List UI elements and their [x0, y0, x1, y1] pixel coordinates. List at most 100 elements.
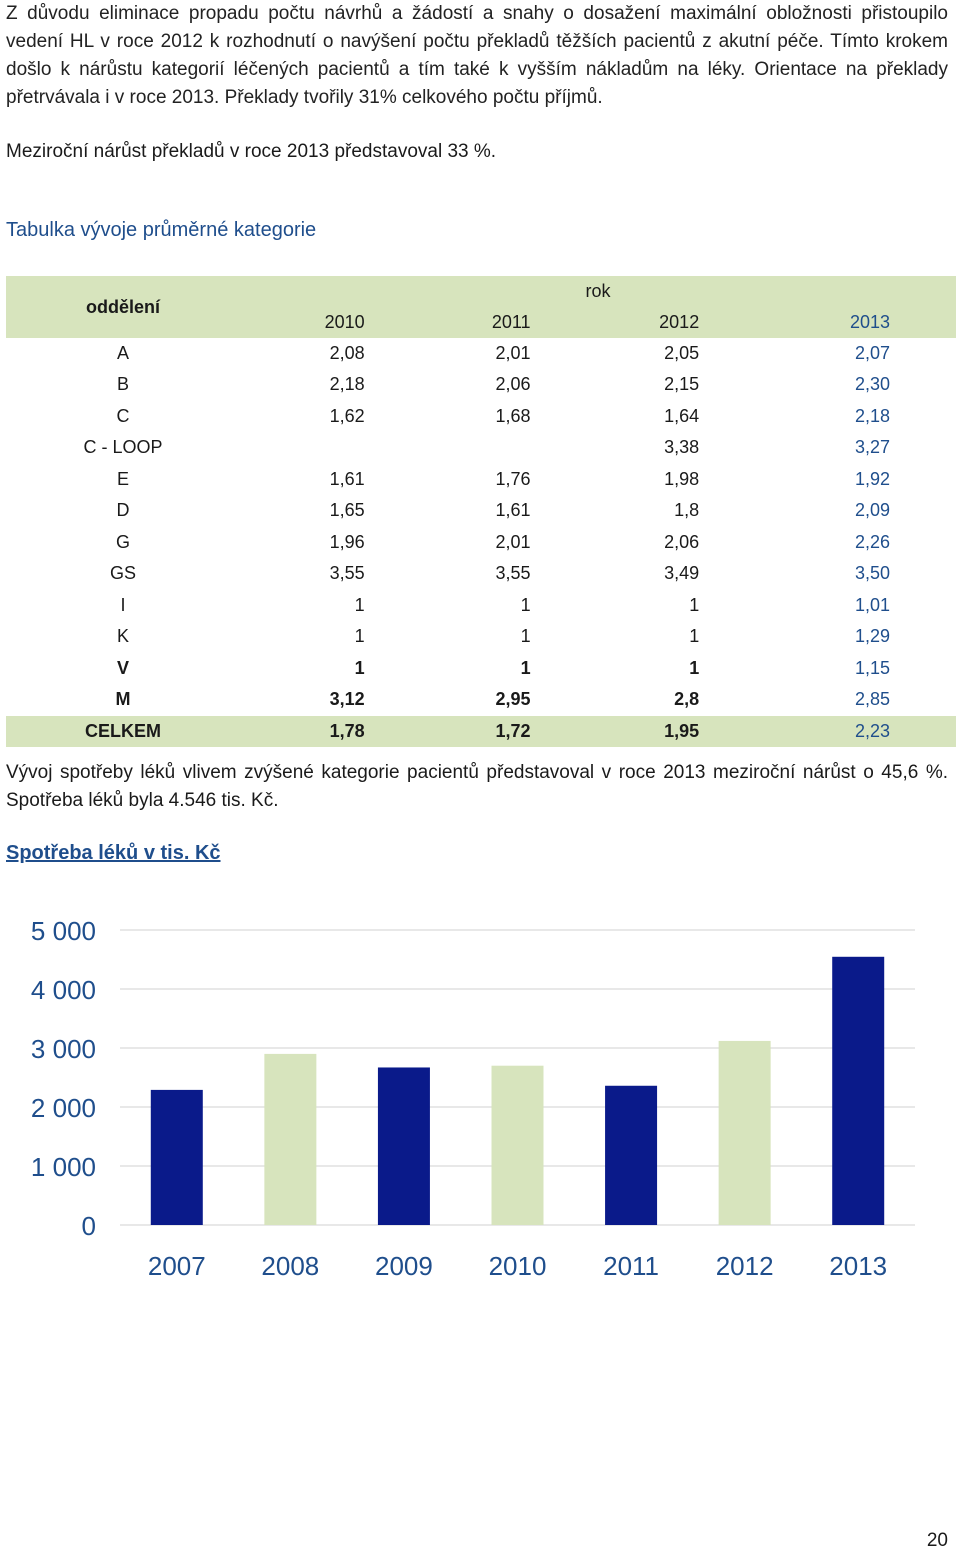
cell-2010: 1 [354, 626, 365, 647]
cell-2010: 1,61 [329, 468, 365, 489]
cell-2013: 2,18 [854, 405, 890, 426]
cell-2011: 2,06 [495, 374, 531, 395]
y-tick-label: 0 [82, 1211, 96, 1241]
year-group-header: rok [240, 276, 956, 306]
chart-title: Spotřeba léků v tis. Kč [6, 842, 221, 864]
cell-2012: 2,06 [664, 531, 700, 552]
table-row: GS 3,55 3,55 3,49 3,50 [6, 558, 956, 590]
dept-name: D [116, 500, 130, 521]
dept-name: C [116, 405, 130, 426]
cell-2010: 3,12 [329, 689, 365, 710]
cell-2011: 2,01 [495, 531, 531, 552]
table-row: M 3,12 2,95 2,8 2,85 [6, 684, 956, 716]
cell-2010: 1 [354, 657, 365, 678]
cell-2011 [409, 432, 575, 464]
cell-2013: 1,15 [854, 657, 890, 678]
cell-2010: 1 [354, 594, 365, 615]
table-row: K 1 1 1 1,29 [6, 621, 956, 653]
cell-2011: 1,61 [495, 500, 531, 521]
dept-name: G [115, 531, 130, 552]
cell-2012: 3,38 [664, 437, 700, 458]
dept-name: C - LOOP [83, 437, 163, 458]
cell-2012: 3,49 [664, 563, 700, 584]
cell-2013: 2,09 [854, 500, 890, 521]
table-row: CELKEM 1,78 1,72 1,95 2,23 [6, 715, 956, 747]
dept-header: oddělení [6, 276, 240, 338]
bar-2011 [605, 1085, 658, 1225]
cell-2010: 1,78 [240, 715, 409, 747]
cell-2012: 1,8 [674, 500, 700, 521]
cell-2010: 1,65 [329, 500, 365, 521]
table-row: E 1,61 1,76 1,98 1,92 [6, 464, 956, 495]
dept-name: M [115, 689, 131, 710]
cell-2013: 1,92 [854, 468, 890, 489]
cell-2012: 1,98 [664, 468, 700, 489]
category-table: oddělení rok 2010 2011 2012 2013 A 2,08 2,01 2… [6, 276, 956, 748]
cell-2010 [240, 432, 409, 464]
x-tick-label: 2011 [603, 1251, 659, 1281]
x-tick-label: 2010 [489, 1251, 547, 1281]
cell-2012: 1,95 [574, 715, 744, 747]
cell-2012: 1 [689, 594, 700, 615]
year-header-2010: 2010 [240, 306, 409, 338]
cell-2013: 2,30 [854, 374, 890, 395]
cell-2013: 1,29 [854, 626, 890, 647]
cell-2011: 2,95 [495, 689, 531, 710]
table-row: B 2,18 2,06 2,15 2,30 [6, 369, 956, 401]
y-tick-label: 3 000 [31, 1034, 96, 1064]
table-row: D 1,65 1,61 1,8 2,09 [6, 495, 956, 527]
y-tick-label: 1 000 [31, 1152, 96, 1182]
table-row: C - LOOP 3,38 3,27 [6, 432, 956, 464]
dept-name: B [116, 374, 129, 395]
cell-2013: 2,07 [854, 342, 890, 363]
bar-2013 [832, 956, 885, 1225]
cell-2013: 2,23 [743, 715, 956, 747]
bar-2010 [491, 1065, 544, 1225]
cell-2010: 1,62 [329, 405, 365, 426]
x-tick-label: 2009 [375, 1251, 433, 1281]
cell-2013: 3,50 [854, 563, 890, 584]
cell-2012: 1,64 [664, 405, 700, 426]
cell-2010: 3,55 [329, 563, 365, 584]
table-row: I 1 1 1 1,01 [6, 590, 956, 621]
cell-2013: 2,26 [854, 531, 890, 552]
x-tick-label: 2012 [716, 1251, 774, 1281]
x-tick-label: 2007 [148, 1251, 206, 1281]
cell-2011: 1 [520, 657, 531, 678]
table-title: Tabulka vývoje průměrné kategorie [6, 219, 317, 241]
year-header-2012: 2012 [574, 306, 744, 338]
dept-name: GS [109, 563, 136, 584]
cell-2011: 2,01 [495, 342, 531, 363]
cell-2012: 1 [689, 657, 700, 678]
year-header-2013: 2013 [743, 306, 956, 338]
cell-2011: 1 [520, 626, 531, 647]
bar-2009 [377, 1067, 430, 1225]
cell-2012: 2,15 [664, 374, 700, 395]
bar-2012 [718, 1040, 771, 1225]
cell-2012: 1 [689, 626, 700, 647]
intro-paragraph: Z důvodu eliminace propadu počtu návrhů … [6, 3, 948, 108]
x-tick-label: 2013 [829, 1251, 887, 1281]
dept-name: V [116, 657, 129, 678]
cell-2013: 3,27 [854, 437, 890, 458]
cell-2011: 1,68 [495, 405, 531, 426]
dept-name: CELKEM [6, 715, 240, 747]
cell-2010: 1,96 [329, 531, 365, 552]
y-tick-label: 2 000 [31, 1093, 96, 1123]
y-tick-label: 5 000 [31, 916, 96, 946]
cell-2013: 2,85 [854, 689, 890, 710]
cell-2011: 1,72 [408, 715, 575, 747]
drug-consumption-chart: 0 1 000 2 000 3 000 4 000 5 000 2007 2008 2009 20… [31, 916, 915, 1281]
cell-2012: 2,8 [674, 689, 700, 710]
bar-2007 [150, 1089, 203, 1225]
drug-paragraph: Vývoj spotřeby léků vlivem zvýšené kateg… [6, 762, 948, 811]
table-row: A 2,08 2,01 2,05 2,07 [6, 338, 956, 369]
cell-2011: 3,55 [495, 563, 531, 584]
dept-name: A [116, 342, 129, 363]
cell-2013: 1,01 [854, 594, 890, 615]
table-row: V 1 1 1 1,15 [6, 653, 956, 684]
y-tick-label: 4 000 [31, 975, 96, 1005]
growth-paragraph: Meziroční nárůst překladů v roce 2013 př… [6, 141, 497, 162]
cell-2011: 1 [520, 594, 531, 615]
table-row: G 1,96 2,01 2,06 2,26 [6, 527, 956, 558]
